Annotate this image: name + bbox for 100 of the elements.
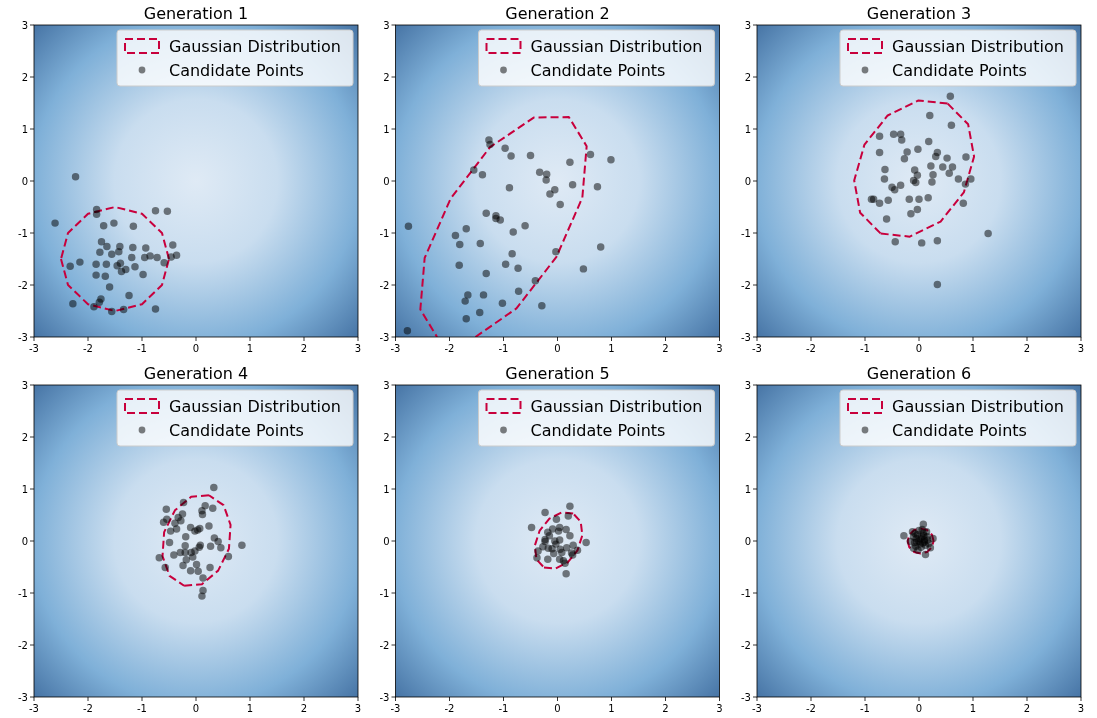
x-tick-label: 3: [354, 703, 362, 714]
x-tick-label: -3: [29, 703, 39, 714]
y-tick-label: 0: [744, 175, 751, 187]
x-tick-label: -1: [860, 343, 870, 354]
y-tick-label: -2: [741, 639, 751, 651]
y-tick-label: -3: [18, 331, 28, 343]
y-tick-label: 2: [744, 71, 751, 83]
y-tick-label: 0: [21, 175, 28, 187]
x-tick-label: -2: [806, 343, 816, 354]
x-tick-label: 2: [1023, 703, 1031, 714]
x-tick-label: -3: [390, 703, 401, 714]
chart-title: Generation 6: [866, 364, 972, 383]
y-tick-label: 3: [744, 379, 751, 391]
y-tick-label: 2: [21, 71, 28, 83]
legend-label: Gaussian Distribution: [169, 36, 341, 56]
x-tick-label: 1: [246, 343, 254, 354]
x-tick-label: -2: [444, 703, 455, 714]
x-tick-label: 3: [716, 703, 723, 714]
y-tick-label: 2: [21, 431, 28, 443]
y-tick-label: 1: [744, 123, 751, 135]
x-tick-label: 2: [662, 343, 669, 354]
y-tick-label: -1: [18, 227, 28, 239]
y-tick-label: 2: [744, 431, 751, 443]
x-tick-label: -2: [83, 343, 93, 354]
y-tick-label: -2: [18, 639, 28, 651]
x-tick-label: 3: [354, 343, 362, 354]
x-tick-label: 1: [608, 343, 615, 354]
y-tick-label: 3: [744, 19, 751, 31]
y-tick-label: 1: [383, 123, 390, 135]
x-tick-label: -3: [752, 703, 762, 714]
x-tick-label: -2: [83, 703, 93, 714]
legend-label: Gaussian Distribution: [530, 36, 703, 56]
y-tick-label: -2: [18, 279, 28, 291]
legend-label: Gaussian Distribution: [892, 36, 1064, 56]
y-tick-label: 0: [744, 535, 751, 547]
y-tick-label: 3: [21, 19, 28, 31]
x-tick-label: -1: [137, 343, 147, 354]
x-tick-label: 1: [969, 343, 977, 354]
y-tick-label: 1: [21, 123, 28, 135]
x-tick-label: 2: [1023, 343, 1031, 354]
legend-label: Candidate Points: [530, 60, 666, 80]
y-tick-label: 1: [744, 483, 751, 495]
y-tick-label: -1: [741, 227, 751, 239]
x-tick-label: 0: [554, 343, 561, 354]
x-tick-label: -1: [860, 703, 870, 714]
y-tick-label: -3: [379, 331, 390, 343]
y-tick-label: -1: [379, 227, 390, 239]
x-tick-label: -3: [390, 343, 401, 354]
x-tick-label: -2: [806, 703, 816, 714]
y-tick-label: 0: [383, 535, 390, 547]
x-tick-label: 0: [192, 703, 200, 714]
x-tick-label: 2: [662, 703, 669, 714]
y-tick-label: -3: [741, 691, 751, 703]
legend-label: Candidate Points: [530, 420, 666, 440]
x-tick-label: 2: [300, 703, 308, 714]
y-tick-label: 1: [383, 483, 390, 495]
x-tick-label: 0: [915, 703, 923, 714]
y-tick-label: -2: [741, 279, 751, 291]
x-tick-label: -3: [29, 343, 39, 354]
chart-title: Generation 2: [505, 4, 610, 23]
y-tick-label: -2: [379, 639, 390, 651]
x-tick-label: -2: [444, 343, 455, 354]
chart-title: Generation 5: [505, 364, 610, 383]
x-tick-label: 3: [1077, 343, 1085, 354]
x-tick-label: -1: [498, 343, 509, 354]
y-tick-label: -1: [379, 587, 390, 599]
chart-title: Generation 1: [143, 4, 249, 23]
legend-label: Gaussian Distribution: [892, 396, 1064, 416]
x-tick-label: 0: [554, 703, 561, 714]
x-tick-label: 2: [300, 343, 308, 354]
x-tick-label: 1: [608, 703, 615, 714]
y-tick-label: 3: [383, 379, 390, 391]
y-tick-label: 2: [383, 71, 390, 83]
x-tick-label: 1: [969, 703, 977, 714]
x-tick-label: 1: [246, 703, 254, 714]
x-tick-label: 0: [915, 343, 923, 354]
y-tick-label: -1: [741, 587, 751, 599]
legend-label: Candidate Points: [892, 60, 1027, 80]
x-tick-label: -3: [752, 343, 762, 354]
y-tick-label: -1: [18, 587, 28, 599]
y-tick-label: 0: [21, 535, 28, 547]
y-tick-label: 2: [383, 431, 390, 443]
y-tick-label: -3: [379, 691, 390, 703]
chart-title: Generation 4: [143, 364, 249, 383]
legend-label: Candidate Points: [169, 60, 304, 80]
x-tick-label: 3: [1077, 703, 1085, 714]
legend-label: Candidate Points: [892, 420, 1027, 440]
y-tick-label: -2: [379, 279, 390, 291]
y-tick-label: 1: [21, 483, 28, 495]
legend-label: Candidate Points: [169, 420, 304, 440]
y-tick-label: -3: [741, 331, 751, 343]
y-tick-label: 0: [383, 175, 390, 187]
chart-title: Generation 3: [866, 4, 972, 23]
x-tick-label: 3: [716, 343, 723, 354]
y-tick-label: -3: [18, 691, 28, 703]
x-tick-label: 0: [192, 343, 200, 354]
x-tick-label: -1: [498, 703, 509, 714]
legend-label: Gaussian Distribution: [169, 396, 341, 416]
legend-label: Gaussian Distribution: [530, 396, 703, 416]
y-tick-label: 3: [383, 19, 390, 31]
